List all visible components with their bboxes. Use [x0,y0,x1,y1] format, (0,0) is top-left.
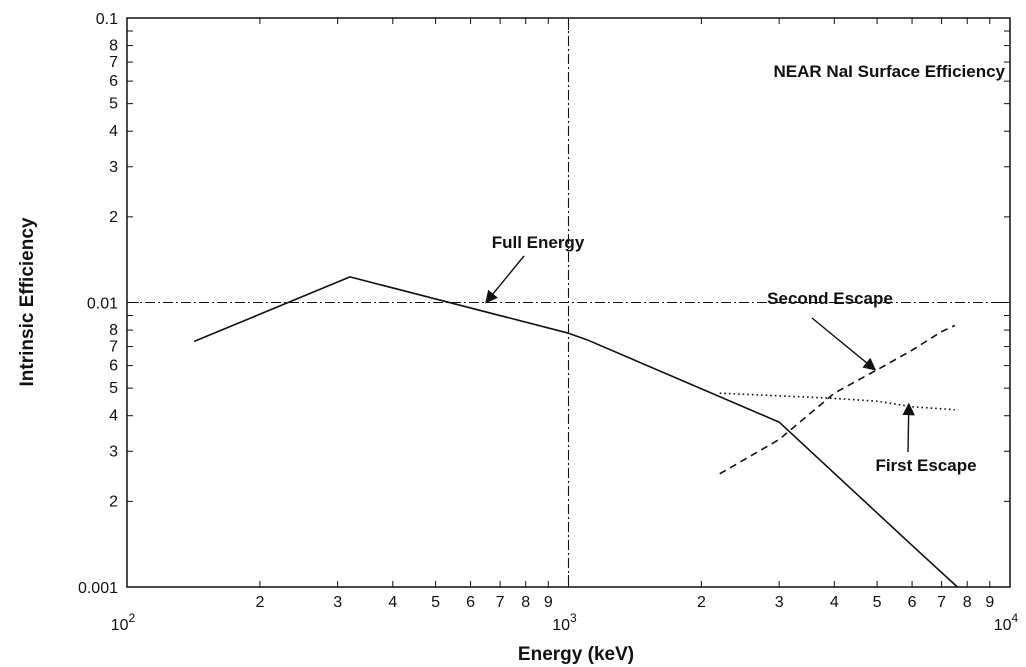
y-tick-label: 2 [109,493,118,510]
plot-frame [126,17,1011,588]
y-tick-label: 3 [109,159,118,176]
annotation-arrows [485,255,915,453]
x-tick-label: 6 [908,594,917,611]
x-tick-label: 4 [830,594,839,611]
y-tick-label: 4 [109,408,118,425]
series-first-escape [719,392,955,411]
y-tick-label: 5 [109,380,118,397]
y-tick-label: 6 [109,73,118,90]
y-tick-label: 3 [109,443,118,460]
x-tick-label-major: 103 [552,611,577,634]
y-tick-label: 2 [109,209,118,226]
y-axis-title: Intrinsic Efficiency [17,217,38,386]
annotation-first-escape: First Escape [875,456,976,475]
x-tick-label: 7 [496,594,505,611]
x-tick-label: 5 [431,594,440,611]
y-tick-label: 4 [109,123,118,140]
x-tick-label: 2 [697,594,706,611]
x-tick-label: 3 [775,594,784,611]
x-tick-label: 9 [544,594,553,611]
y-tick-label: 6 [109,358,118,375]
y-tick-label: 8 [109,38,118,55]
x-tick-label: 9 [985,594,994,611]
x-tick-exponent: 4 [1012,611,1019,625]
x-tick-label: 4 [388,594,397,611]
x-tick-label: 3 [333,594,342,611]
y-tick-label-major: 0.01 [87,296,118,313]
x-tick-exponent: 2 [129,611,136,625]
annotation-arrow [902,402,915,453]
annotation-arrow [811,317,877,371]
x-tick-label: 2 [255,594,264,611]
series-lines [193,276,958,588]
x-tick-label: 8 [963,594,972,611]
y-tick-label-major: 0.1 [96,11,118,28]
annotation-arrow [485,255,525,304]
y-tick-label: 7 [109,339,118,356]
chart-title: NEAR NaI Surface Efficiency [774,62,1006,81]
y-tick-label: 8 [109,322,118,339]
series-full-energy [193,276,958,588]
x-tick-exponent: 3 [570,611,577,625]
x-tick-label: 7 [937,594,946,611]
x-tick-label-major: 104 [994,611,1019,634]
x-tick-label: 6 [466,594,475,611]
reference-lines [127,18,1010,587]
annotation-second-escape: Second Escape [767,289,893,308]
x-tick-label: 5 [873,594,882,611]
x-tick-label-major: 102 [111,611,136,634]
series-second-escape [719,324,956,475]
y-tick-label-major: 0.001 [78,580,118,597]
y-tick-label: 7 [109,54,118,71]
y-tick-label: 5 [109,96,118,113]
x-tick-label: 8 [521,594,530,611]
annotation-full-energy: Full Energy [492,233,585,252]
x-axis-title: Energy (keV) [518,644,634,665]
